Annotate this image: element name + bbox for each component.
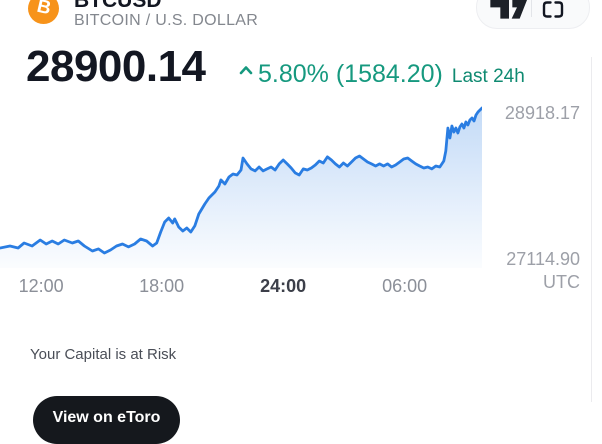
tradingview-logo[interactable] — [490, 0, 528, 25]
bitcoin-icon: B — [28, 0, 59, 24]
fullscreen-icon[interactable] — [541, 0, 565, 24]
x-axis: 12:00 18:00 24:00 06:00 — [0, 277, 482, 297]
y-axis-low-label: 27114.90 — [506, 249, 580, 269]
x-axis-tick: 24:00 — [260, 276, 307, 296]
view-on-etoro-button[interactable]: View on eToro — [33, 396, 180, 444]
risk-disclaimer: Your Capital is at Risk — [30, 346, 177, 363]
symbol-title[interactable]: BTCUSD — [74, 0, 162, 12]
last-price: 28900.14 — [26, 42, 206, 91]
x-axis-tick: 12:00 — [18, 276, 64, 296]
bitcoin-b-glyph: B — [34, 0, 53, 20]
price-change: 5.80% (1584.20) Last 24h — [239, 62, 525, 87]
timezone-label: UTC — [543, 272, 580, 292]
price-line — [0, 106, 484, 255]
change-percent: 5.80% — [258, 60, 329, 88]
price-area — [0, 108, 482, 268]
symbol-subtitle: BITCOIN / U.S. DOLLAR — [74, 12, 259, 29]
x-axis-tick: 18:00 — [139, 276, 185, 296]
change-period-label: Last 24h — [451, 66, 525, 87]
change-absolute: (1584.20) — [335, 60, 443, 88]
y-axis-high-label: 28918.17 — [504, 103, 580, 123]
caret-up-icon — [239, 63, 253, 79]
widget-right-border — [591, 57, 592, 402]
x-axis-tick: 06:00 — [382, 276, 428, 296]
widget-toolbar — [476, 0, 590, 29]
change-separator — [329, 62, 336, 87]
price-chart[interactable] — [0, 98, 484, 268]
toolbar-divider — [531, 0, 532, 17]
